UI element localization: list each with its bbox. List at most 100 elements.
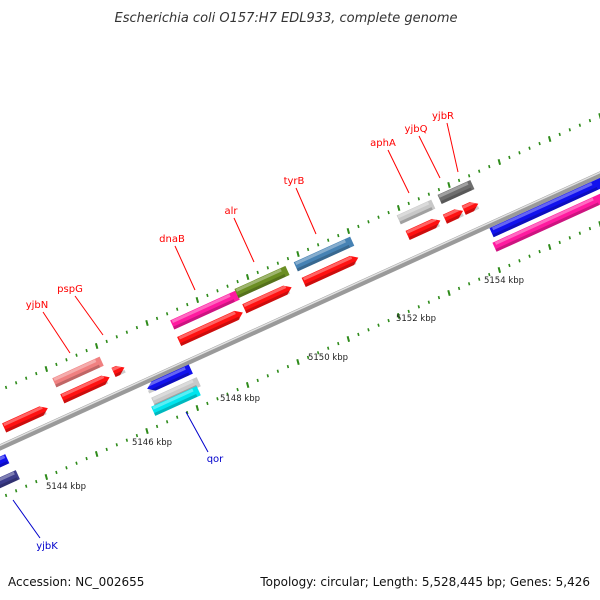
tick-mark bbox=[337, 233, 340, 238]
tick-label-5144: 5144 kbp bbox=[46, 482, 86, 492]
gene-lower-red-1[interactable] bbox=[2, 405, 48, 433]
gene-yjbR[interactable] bbox=[437, 179, 475, 205]
tick-mark bbox=[226, 284, 229, 288]
gene-upper-blue-left[interactable] bbox=[146, 364, 193, 394]
tick-mark bbox=[387, 210, 390, 215]
tick-mark bbox=[588, 226, 592, 231]
tick-mark bbox=[538, 249, 541, 254]
tick-mark bbox=[44, 474, 49, 480]
callout-dnaB bbox=[174, 245, 196, 291]
gene-qor[interactable] bbox=[151, 386, 201, 416]
tick-mark bbox=[296, 359, 300, 365]
tick-mark bbox=[216, 289, 219, 293]
tick-label-5152: 5152 kbp bbox=[396, 314, 436, 324]
tick-mark bbox=[447, 182, 451, 188]
tick-mark bbox=[508, 263, 511, 268]
tick-label-5154: 5154 kbp bbox=[484, 276, 524, 286]
tick-mark bbox=[186, 302, 189, 307]
tick-mark bbox=[528, 254, 531, 258]
gene-dnaB[interactable] bbox=[170, 290, 240, 330]
tick-mark bbox=[316, 351, 320, 355]
gene-label-pspG[interactable]: pspG bbox=[57, 284, 83, 295]
gene-lower-red-5[interactable] bbox=[301, 255, 359, 287]
tick-mark bbox=[346, 228, 351, 234]
gene-yjbK[interactable] bbox=[0, 470, 20, 490]
tick-mark bbox=[497, 267, 502, 273]
tick-mark bbox=[4, 493, 8, 498]
topology-text: Topology: circular; Length: 5,528,445 bp… bbox=[259, 575, 590, 589]
tick-mark bbox=[367, 328, 370, 332]
tick-mark bbox=[316, 243, 320, 247]
map-title: Escherichia coli O157:H7 EDL933, complet… bbox=[115, 11, 458, 26]
gene-lower-red-3[interactable] bbox=[177, 310, 243, 347]
gene-label-dnaB[interactable]: dnaB bbox=[159, 234, 185, 245]
tick-mark bbox=[478, 277, 481, 281]
tick-mark bbox=[478, 169, 481, 173]
gene-lower-red-2[interactable] bbox=[60, 375, 110, 404]
tick-mark bbox=[457, 178, 461, 183]
tick-mark bbox=[94, 451, 99, 457]
tick-mark bbox=[245, 382, 250, 388]
gene-label-tyrB[interactable]: tyrB bbox=[284, 176, 305, 187]
tick-mark bbox=[396, 313, 401, 319]
tick-mark bbox=[387, 318, 390, 323]
tick-mark bbox=[35, 371, 38, 376]
gene-lower-red-8[interactable] bbox=[461, 200, 480, 215]
gene-pspG[interactable] bbox=[111, 363, 126, 378]
tick-mark bbox=[125, 438, 129, 442]
tick-mark bbox=[538, 141, 541, 146]
gene-label-aphA[interactable]: aphA bbox=[370, 138, 396, 149]
gene-label-qor[interactable]: qor bbox=[207, 454, 224, 465]
gene-yjbN[interactable] bbox=[52, 356, 104, 388]
tick-label-5148: 5148 kbp bbox=[220, 394, 260, 404]
gene-lower-blue-edge[interactable] bbox=[0, 454, 10, 470]
tick-mark bbox=[135, 325, 139, 330]
tick-mark bbox=[256, 270, 259, 275]
gene-lower-red-6[interactable] bbox=[405, 217, 441, 241]
gene-tyrB[interactable] bbox=[293, 236, 355, 272]
gene-label-yjbN[interactable]: yjbN bbox=[26, 300, 49, 311]
tick-mark bbox=[568, 128, 571, 132]
tick-mark bbox=[4, 385, 8, 390]
tick-mark bbox=[296, 251, 300, 257]
tick-mark bbox=[44, 366, 49, 372]
callout-alr bbox=[233, 217, 255, 263]
gene-lower-pink[interactable] bbox=[492, 192, 600, 252]
tick-label-5146: 5146 kbp bbox=[132, 438, 172, 448]
tick-mark bbox=[488, 272, 491, 277]
tick-mark bbox=[417, 197, 420, 201]
tick-mark bbox=[457, 286, 461, 291]
callout-aphA bbox=[387, 149, 410, 194]
tick-mark bbox=[176, 415, 179, 419]
gene-label-yjbQ[interactable]: yjbQ bbox=[405, 124, 428, 135]
tick-mark bbox=[236, 387, 239, 392]
tick-mark bbox=[578, 123, 582, 127]
gene-upper-blue[interactable] bbox=[489, 177, 600, 238]
tick-mark bbox=[357, 224, 360, 229]
gene-label-alr[interactable]: alr bbox=[224, 206, 238, 217]
gene-features bbox=[0, 177, 600, 490]
gene-alr[interactable] bbox=[234, 265, 290, 299]
tick-mark bbox=[176, 307, 179, 311]
tick-mark bbox=[266, 374, 269, 378]
gene-yjbQ[interactable] bbox=[442, 207, 464, 224]
gene-label-yjbK[interactable]: yjbK bbox=[36, 541, 58, 552]
tick-mark bbox=[306, 247, 310, 252]
tick-mark bbox=[75, 461, 78, 465]
gene-label-yjbR[interactable]: yjbR bbox=[432, 111, 454, 122]
tick-mark bbox=[115, 335, 118, 339]
tick-mark bbox=[55, 362, 58, 367]
tick-mark bbox=[568, 236, 571, 240]
tick-mark bbox=[186, 410, 189, 415]
tick-mark bbox=[256, 378, 259, 383]
tick-mark bbox=[206, 401, 209, 406]
tick-mark bbox=[105, 447, 108, 452]
tick-mark bbox=[105, 339, 108, 344]
tick-mark bbox=[437, 295, 441, 300]
gene-lower-red-4[interactable] bbox=[242, 285, 292, 314]
tick-mark bbox=[14, 381, 18, 385]
tick-mark bbox=[25, 484, 28, 488]
tick-mark bbox=[85, 456, 88, 461]
gene-aphA[interactable] bbox=[396, 199, 436, 225]
